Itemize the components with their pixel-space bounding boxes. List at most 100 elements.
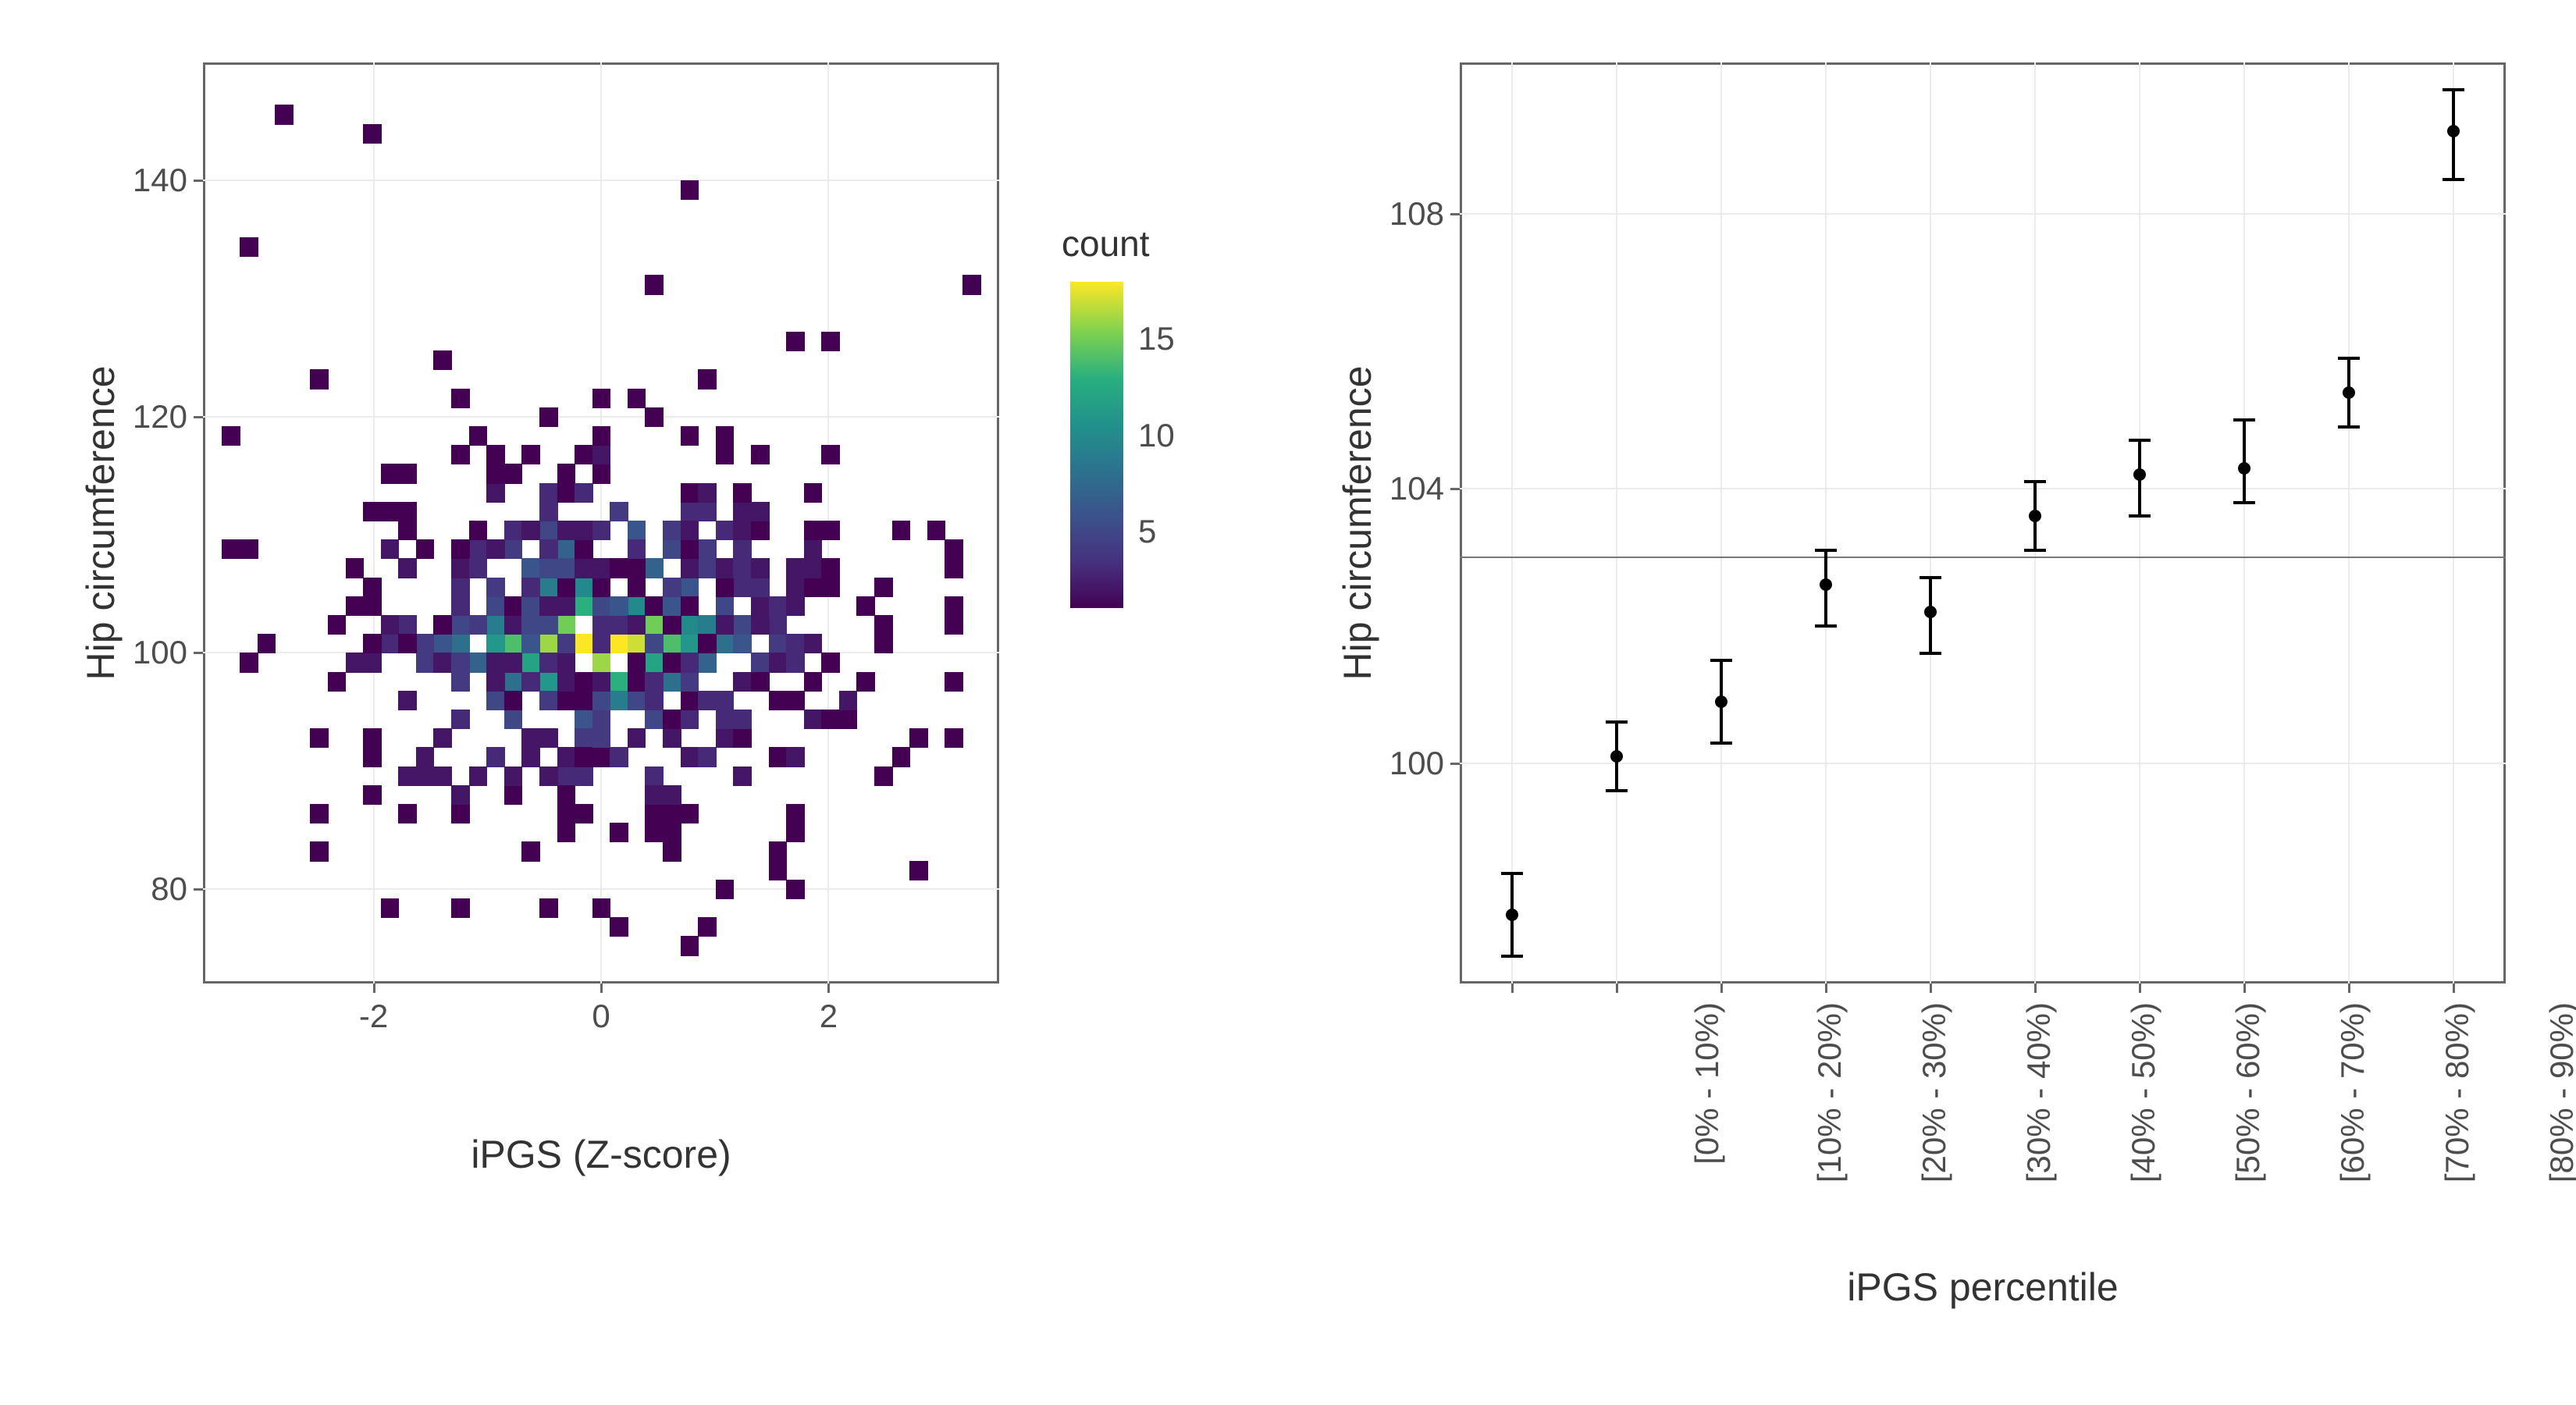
hexbin-cell: [751, 578, 770, 597]
hexbin-cell: [628, 539, 646, 559]
right-xtick-label: [20% - 30%): [1916, 1002, 1953, 1183]
right-ytick: [1450, 488, 1460, 490]
hexbin-cell: [521, 521, 540, 540]
hexbin-cell: [575, 558, 593, 578]
errorbar-cap: [1606, 789, 1628, 792]
hexbin-cell: [486, 539, 505, 559]
left-xtick-label: -2: [359, 998, 388, 1035]
hexbin-cell: [769, 653, 788, 672]
left-xtick-label: 0: [592, 998, 610, 1035]
right-xtick-label: [30% - 40%): [2020, 1002, 2058, 1183]
hexbin-cell: [681, 521, 699, 540]
hexbin-cell: [716, 445, 735, 464]
hexbin-cell: [592, 558, 611, 578]
hexbin-cell: [363, 578, 382, 597]
right-xtick-label: [10% - 20%): [1811, 1002, 1848, 1183]
hexbin-cell: [804, 521, 823, 540]
hexbin-cell: [521, 672, 540, 692]
hexbin-cell: [486, 464, 505, 483]
hexbin-cell: [275, 105, 294, 124]
hexbin-cell: [363, 728, 382, 748]
errorbar-cap: [1606, 720, 1628, 724]
hexbin-cell: [381, 634, 400, 653]
hexbin-cell: [451, 445, 470, 464]
hexbin-cell: [486, 672, 505, 692]
errorbar-cap: [1501, 955, 1523, 958]
hexbin-cell: [451, 615, 470, 635]
hexbin-cell: [575, 672, 593, 692]
hexbin-cell: [628, 615, 646, 635]
hexbin-cell: [733, 634, 752, 653]
errorbar-cap: [1710, 742, 1732, 745]
errorbar-cap: [2024, 480, 2046, 483]
hexbin-cell: [521, 445, 540, 464]
hexbin-cell: [381, 898, 400, 918]
hexbin-cell: [769, 691, 788, 710]
left-x-axis-title: iPGS (Z-score): [203, 1132, 999, 1177]
hexbin-cell: [521, 578, 540, 597]
hexbin-cell: [945, 539, 963, 559]
hexbin-cell: [681, 691, 699, 710]
hexbin-cell: [363, 785, 382, 805]
left-ytick-label: 100: [125, 634, 187, 671]
hexbin-cell: [451, 578, 470, 597]
hexbin-cell: [645, 407, 664, 427]
hexbin-cell: [628, 578, 646, 597]
hexbin-cell: [663, 596, 681, 616]
hexbin-cell: [698, 653, 717, 672]
hexbin-cell: [222, 539, 240, 559]
hexbin-cell: [645, 804, 664, 823]
hexbin-cell: [557, 521, 576, 540]
hexbin-cell: [575, 728, 593, 748]
hexbin-cell: [716, 578, 735, 597]
hexbin-cell: [363, 747, 382, 767]
hexbin-cell: [557, 785, 576, 805]
hexbin-cell: [592, 728, 611, 748]
hexbin-cell: [698, 615, 717, 635]
hexbin-cell: [539, 691, 558, 710]
hexbin-cell: [733, 539, 752, 559]
hexbin-cell: [786, 596, 805, 616]
hexbin-cell: [681, 596, 699, 616]
right-y-axis-title: Hip circumference: [1335, 351, 1380, 695]
hexbin-cell: [592, 747, 611, 767]
hexbin-cell: [733, 710, 752, 729]
hexbin-cell: [521, 634, 540, 653]
hexbin-cell: [628, 653, 646, 672]
hexbin-cell: [628, 558, 646, 578]
hexbin-cell: [681, 615, 699, 635]
right-xtick: [1930, 984, 1932, 993]
hexbin-cell: [751, 558, 770, 578]
right-xtick: [2348, 984, 2350, 993]
left-ytick: [194, 416, 203, 418]
hexbin-cell: [592, 615, 611, 635]
hexbin-cell: [539, 728, 558, 748]
hexbin-cell: [592, 521, 611, 540]
hexbin-cell: [398, 521, 417, 540]
hexbin-cell: [592, 653, 611, 672]
hexbin-cell: [504, 596, 523, 616]
errorbar-cap: [2129, 514, 2151, 518]
hexbin-cell: [575, 539, 593, 559]
hexbin-cell: [681, 634, 699, 653]
hexbin-cell: [645, 767, 664, 786]
errorbar-cap: [1920, 652, 1941, 655]
hexbin-cell: [663, 823, 681, 842]
right-grid-v: [2453, 62, 2454, 984]
hexbin-cell: [945, 615, 963, 635]
hexbin-cell: [769, 747, 788, 767]
hexbin-cell: [469, 426, 488, 446]
legend-tick-label: 10: [1138, 417, 1175, 454]
hexbin-cell: [469, 558, 488, 578]
hexbin-cell: [486, 483, 505, 503]
hexbin-cell: [786, 880, 805, 899]
hexbin-cell: [681, 578, 699, 597]
hexbin-cell: [786, 653, 805, 672]
hexbin-cell: [557, 691, 576, 710]
hexbin-cell: [398, 502, 417, 521]
hexbin-cell: [451, 672, 470, 692]
hexbin-cell: [486, 615, 505, 635]
left-ytick: [194, 888, 203, 891]
hexbin-cell: [575, 634, 593, 653]
right-xtick-label: [50% - 60%): [2229, 1002, 2267, 1183]
